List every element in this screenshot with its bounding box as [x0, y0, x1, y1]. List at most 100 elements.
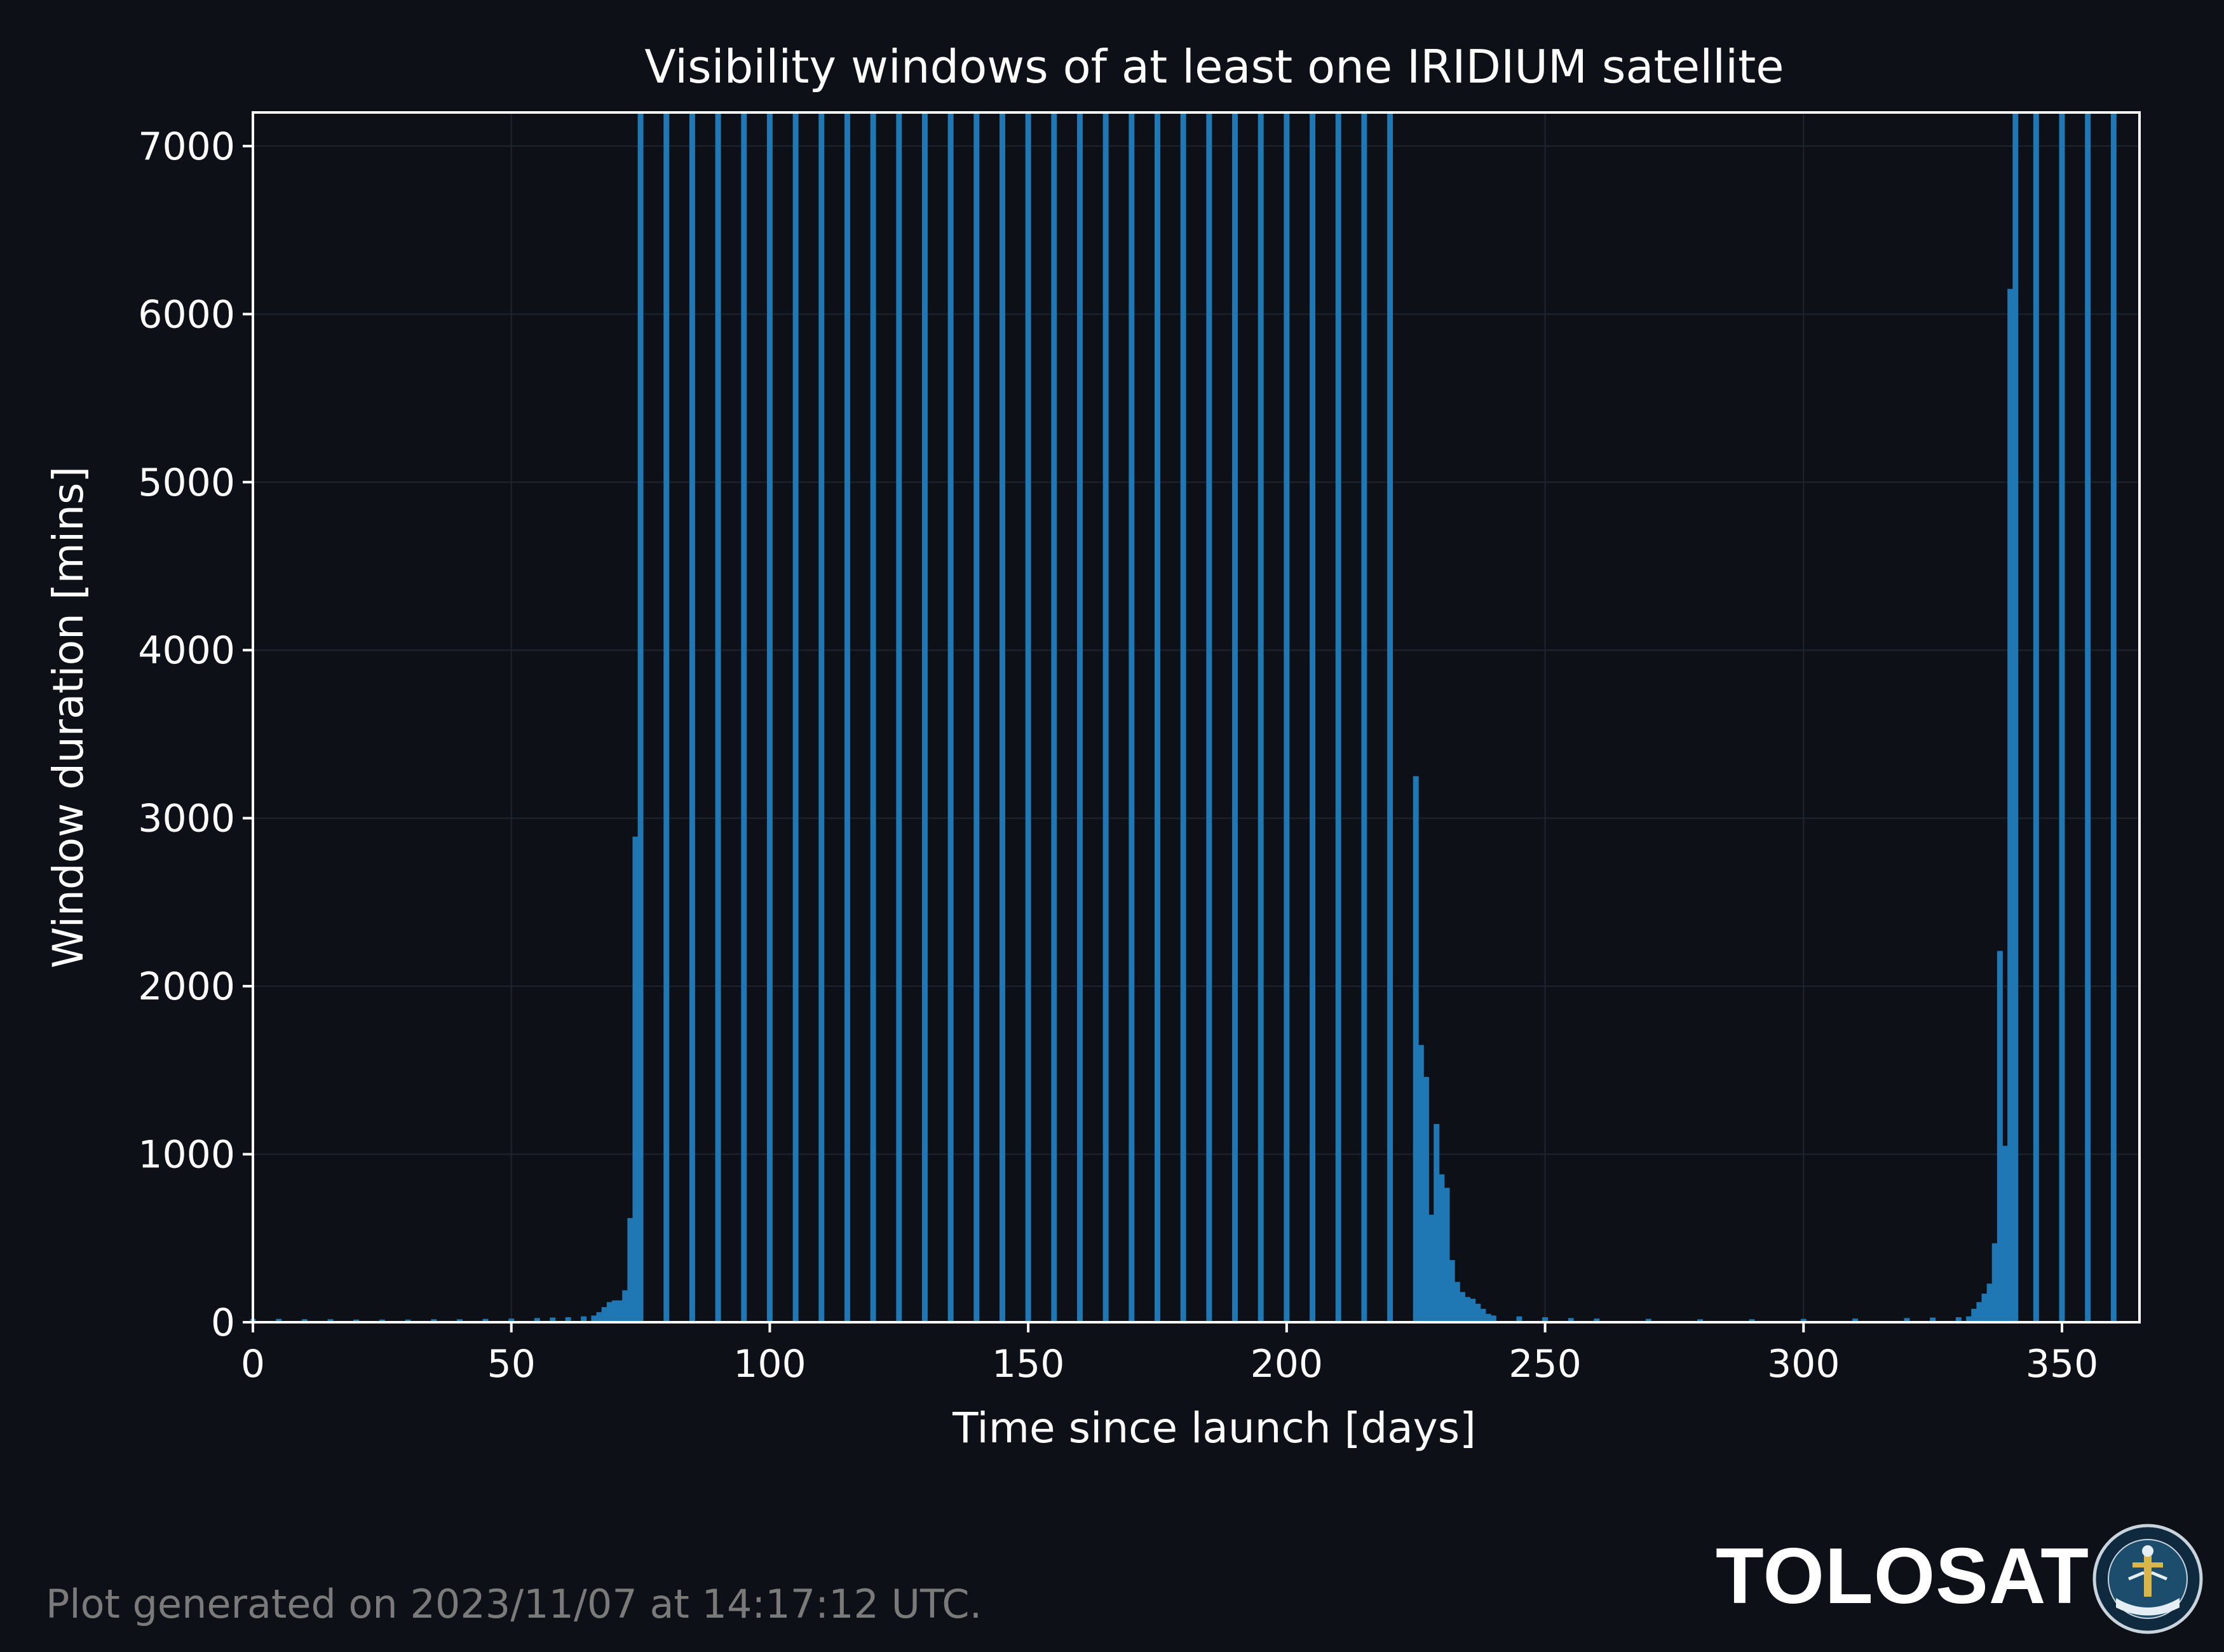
- bar: [689, 112, 695, 1322]
- bar: [1206, 112, 1212, 1322]
- bar: [1454, 1282, 1460, 1322]
- tolosat-seal-icon: [2092, 1524, 2203, 1634]
- bar: [1129, 112, 1135, 1322]
- bar: [2033, 112, 2039, 1322]
- bar: [1904, 1318, 1910, 1322]
- bar: [405, 1319, 411, 1322]
- bar: [1180, 112, 1186, 1322]
- y-tick-label: 5000: [138, 461, 235, 505]
- bar: [534, 1318, 540, 1322]
- bar: [1516, 1316, 1522, 1322]
- bar: [601, 1307, 607, 1322]
- bar: [1981, 1294, 1988, 1322]
- bar: [1594, 1318, 1600, 1322]
- bar: [550, 1317, 556, 1322]
- x-tick-label: 100: [733, 1342, 806, 1386]
- bar: [1697, 1319, 1704, 1322]
- bar: [1051, 112, 1057, 1322]
- bar: [818, 112, 825, 1322]
- bar: [2007, 288, 2014, 1323]
- bar: [353, 1319, 360, 1322]
- bar: [870, 112, 876, 1322]
- bar: [2110, 112, 2117, 1322]
- grid: [252, 112, 2139, 1323]
- y-tick-label: 0: [211, 1301, 235, 1345]
- ticks: 0 50 100 150 200 250 300 350 0 1000 2000 3000 4000 50…: [138, 125, 2098, 1386]
- bar: [637, 112, 644, 1322]
- bar: [606, 1302, 613, 1322]
- x-tick-label: 150: [992, 1342, 1065, 1386]
- bar: [1800, 1318, 1807, 1322]
- bar: [1480, 1308, 1486, 1322]
- y-tick-label: 7000: [138, 125, 235, 169]
- bar: [1568, 1318, 1574, 1322]
- bar: [1387, 112, 1393, 1322]
- bar: [741, 112, 747, 1322]
- bar: [1155, 112, 1160, 1322]
- bar: [327, 1319, 334, 1322]
- bar: [2002, 1146, 2008, 1322]
- bar: [766, 112, 773, 1322]
- bar: [1102, 112, 1109, 1322]
- bar: [1459, 1292, 1465, 1322]
- brand-wordmark: TOLOSAT: [1716, 1533, 2089, 1620]
- y-tick-label: 3000: [138, 797, 235, 841]
- bar: [844, 112, 850, 1322]
- bar: [1418, 1045, 1424, 1322]
- bar: [1971, 1308, 1977, 1322]
- bar: [663, 112, 670, 1322]
- bar: [921, 112, 928, 1322]
- bar: [1955, 1317, 1962, 1322]
- bar: [1749, 1319, 1755, 1322]
- chart-title: Visibility windows of at least one IRIDI…: [644, 40, 1784, 93]
- generated-timestamp: Plot generated on 2023/11/07 at 14:17:12…: [46, 1581, 982, 1627]
- bar: [591, 1315, 597, 1322]
- bar: [456, 1319, 463, 1322]
- bar: [792, 112, 799, 1322]
- bar: [379, 1319, 385, 1322]
- y-axis-label: Window duration [mins]: [44, 466, 93, 968]
- bar: [1645, 1318, 1651, 1322]
- bar: [1976, 1302, 1983, 1322]
- y-tick-label: 4000: [138, 628, 235, 673]
- bar: [581, 1316, 587, 1322]
- bar: [1439, 1174, 1445, 1322]
- plot-frame: [252, 111, 2141, 1324]
- bars: [250, 112, 2117, 1323]
- bar: [431, 1319, 437, 1322]
- bar: [1966, 1316, 1972, 1322]
- bar: [1025, 112, 1031, 1322]
- bar: [1930, 1317, 1936, 1322]
- bar: [1986, 1283, 1993, 1322]
- bar: [896, 112, 902, 1322]
- bar: [276, 1318, 282, 1322]
- bar: [1077, 112, 1083, 1322]
- bar: [1434, 1123, 1440, 1322]
- x-tick-label: 250: [1509, 1342, 1582, 1386]
- bar: [1852, 1318, 1859, 1322]
- bar: [1428, 1214, 1435, 1322]
- bar: [1542, 1317, 1549, 1322]
- bar: [1475, 1303, 1481, 1322]
- x-tick-label: 0: [241, 1342, 265, 1386]
- x-tick-label: 350: [2026, 1342, 2099, 1386]
- bar: [1444, 1188, 1450, 1322]
- bar: [2012, 112, 2019, 1322]
- bar: [632, 836, 639, 1322]
- bar: [947, 112, 954, 1322]
- bar: [1423, 1076, 1429, 1322]
- bar: [1335, 112, 1341, 1322]
- bar: [1490, 1315, 1496, 1322]
- bar: [1310, 112, 1315, 1322]
- bar: [1413, 776, 1419, 1322]
- bar: [482, 1318, 489, 1322]
- bar: [596, 1312, 602, 1322]
- bar: [973, 112, 980, 1322]
- bar: [301, 1319, 308, 1322]
- bar: [1485, 1313, 1491, 1322]
- bar: [1449, 1260, 1455, 1322]
- y-tick-label: 6000: [138, 292, 235, 337]
- bar: [1361, 112, 1367, 1322]
- x-axis-label: Time since launch [days]: [952, 1404, 1476, 1452]
